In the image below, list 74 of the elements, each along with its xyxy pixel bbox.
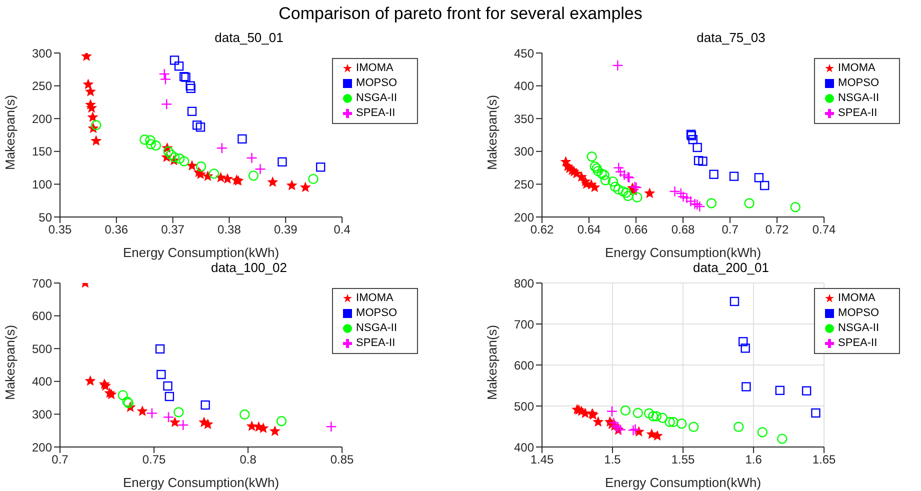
x-tick-label: 0.66 [624, 222, 648, 237]
y-tick-label: 600 [514, 358, 534, 372]
x-tick-label: 0.39 [274, 222, 298, 237]
y-tick-label: 150 [32, 144, 52, 159]
legend-label: MOPSO [356, 77, 397, 89]
x-tick-label: 0.68 [671, 222, 696, 237]
y-tick-label: 200 [514, 210, 534, 224]
x-tick-label: 0.38 [218, 222, 242, 237]
legend-label: SPEA-II [838, 337, 878, 349]
x-tick-label: 0.72 [765, 222, 790, 237]
x-tick-label: 0.8 [240, 452, 257, 467]
legend-label: NSGA-II [838, 322, 879, 334]
y-tick-label: 100 [32, 177, 52, 192]
x-tick-label: 0.36 [104, 222, 128, 237]
y-tick-label: 200 [32, 440, 52, 454]
text: Comparison of pareto front for several examples [278, 4, 644, 24]
legend-label: SPEA-II [356, 337, 396, 349]
y-axis-title: Makespan(s) [2, 94, 18, 170]
legend-label: NSGA-II [838, 92, 879, 104]
y-axis-title: Makespan(s) [484, 324, 500, 400]
y-tick-label: 250 [514, 177, 534, 192]
y-tick-label: 350 [514, 112, 534, 126]
x-tick-label: 1.55 [671, 452, 696, 467]
x-tick-label: 0.64 [577, 222, 602, 237]
x-tick-label: 1.45 [530, 452, 554, 467]
x-axis-title: Energy Consumption(kWh) [122, 475, 280, 490]
x-tick-label: 1.5 [604, 452, 622, 467]
legend-label: MOPSO [838, 77, 879, 89]
legend-label: SPEA-II [356, 107, 396, 119]
y-axis-title: Makespan(s) [2, 324, 18, 400]
chart-title: data_50_01 [214, 30, 284, 47]
chart-title: data_100_02 [210, 260, 288, 277]
chart-title: data_200_01 [692, 260, 770, 277]
x-tick-label: 1.65 [812, 452, 836, 467]
x-tick-label: 0.35 [48, 222, 72, 237]
x-tick-label: 0.7 [722, 222, 739, 237]
x-tick-label: 0.85 [330, 452, 354, 467]
legend-label: IMOMA [356, 62, 394, 74]
x-tick-label: 0.37 [161, 222, 185, 237]
y-tick-label: 500 [32, 342, 52, 356]
y-axis-title: Makespan(s) [484, 94, 500, 170]
y-tick-label: 400 [32, 374, 52, 389]
y-tick-label: 450 [514, 46, 534, 60]
y-tick-label: 300 [514, 144, 534, 159]
y-tick-label: 400 [514, 440, 534, 454]
x-axis-title: Energy Consumption(kWh) [122, 245, 280, 260]
y-tick-label: 50 [38, 210, 52, 224]
legend-label: SPEA-II [838, 107, 878, 119]
x-tick-label: 0.74 [812, 222, 836, 237]
x-axis-title: Energy Consumption(kWh) [604, 245, 762, 260]
legend-label: MOPSO [838, 307, 879, 319]
chart-title: data_75_03 [696, 30, 766, 47]
x-tick-label: 0.62 [530, 222, 554, 237]
x-tick-label: 1.6 [745, 452, 762, 467]
x-tick-label: 0.75 [142, 452, 166, 467]
y-tick-label: 700 [32, 276, 52, 290]
y-tick-label: 500 [514, 399, 534, 414]
y-tick-label: 200 [32, 112, 52, 126]
y-tick-label: 250 [32, 79, 52, 94]
legend-label: IMOMA [838, 62, 876, 74]
legend-label: IMOMA [838, 292, 876, 304]
x-tick-label: 0.7 [52, 452, 69, 467]
y-tick-label: 400 [514, 79, 534, 94]
y-tick-label: 800 [514, 276, 534, 290]
y-tick-label: 300 [32, 407, 52, 422]
y-tick-label: 700 [514, 317, 534, 332]
legend-label: IMOMA [356, 292, 394, 304]
legend-label: NSGA-II [356, 92, 397, 104]
x-axis-title: Energy Consumption(kWh) [604, 475, 762, 490]
y-tick-label: 600 [32, 309, 52, 324]
y-tick-label: 300 [32, 46, 52, 60]
x-tick-label: 0.4 [334, 222, 351, 237]
legend-label: NSGA-II [356, 322, 397, 334]
legend-label: MOPSO [356, 307, 397, 319]
